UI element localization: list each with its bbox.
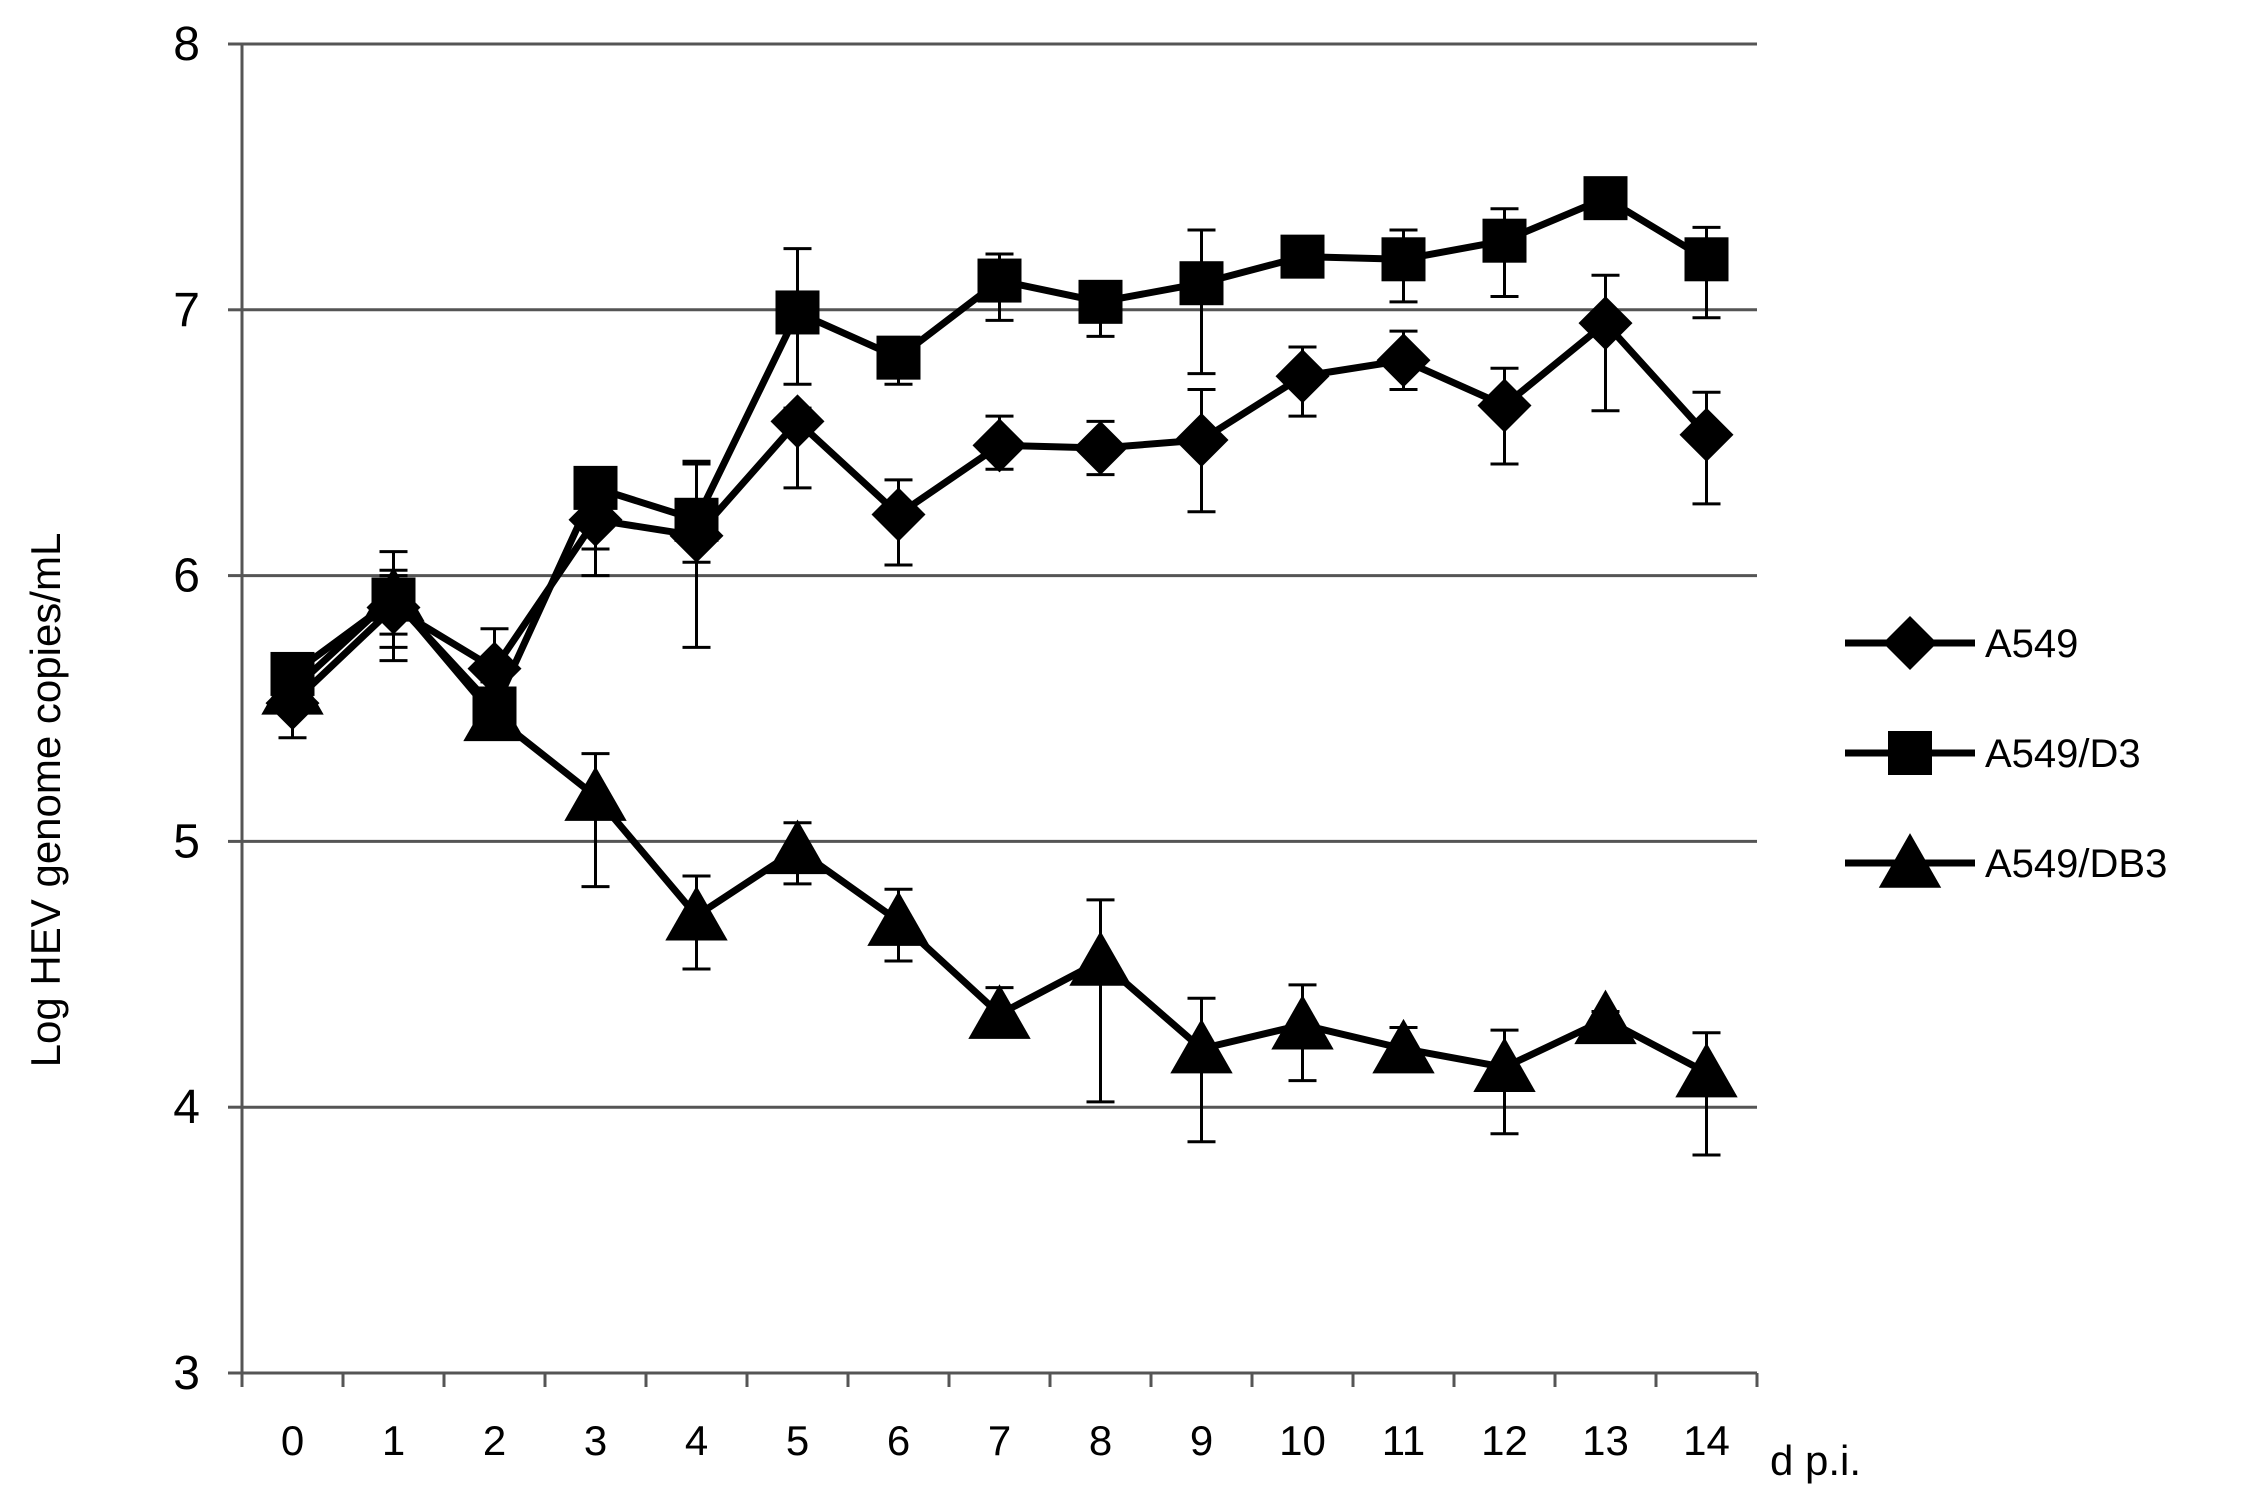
- x-tick-label-0: 0: [281, 1417, 304, 1464]
- point-a549-db3-8: [1069, 931, 1132, 986]
- point-a549-11: [1376, 333, 1431, 388]
- legend-label-a549: A549: [1985, 622, 2078, 666]
- point-a549-db3-7: [968, 984, 1031, 1039]
- y-tick-label-6: 6: [173, 550, 200, 603]
- x-tick-label-13: 13: [1582, 1417, 1629, 1464]
- point-a549-d3-6: [876, 335, 921, 380]
- point-a549-db3-1: [362, 566, 425, 622]
- x-tick-label-4: 4: [685, 1417, 708, 1464]
- y-tick-label-8: 8: [173, 18, 200, 71]
- legend-marker-a549-d3: [1888, 731, 1932, 775]
- point-a549-d3-7: [977, 258, 1022, 303]
- gridlines: [242, 42, 1757, 1109]
- point-a549-d3-14: [1684, 237, 1729, 282]
- point-a549-db3-2: [463, 686, 526, 742]
- series-lines: [290, 194, 1710, 1076]
- point-a549-8: [1073, 421, 1128, 476]
- point-a549-7: [972, 418, 1027, 473]
- point-a549-db3-12: [1473, 1037, 1536, 1093]
- legend-label-a549-d3: A549/D3: [1985, 732, 2141, 776]
- x-tick-label-7: 7: [988, 1417, 1011, 1464]
- point-a549-13: [1578, 296, 1633, 351]
- x-tick-label-11: 11: [1382, 1417, 1426, 1464]
- x-tick-label-12: 12: [1481, 1417, 1528, 1464]
- legend: A549 A549/D3 A549/DB3: [1845, 616, 2167, 888]
- x-tick-label-8: 8: [1089, 1417, 1112, 1464]
- point-a549-14: [1679, 407, 1734, 462]
- x-tick-label-3: 3: [584, 1417, 607, 1464]
- point-a549-db3-14: [1675, 1042, 1738, 1098]
- x-tick-label-1: 1: [382, 1417, 405, 1464]
- x-axis-title: d p.i.: [1770, 1437, 1861, 1484]
- point-a549-2: [467, 641, 522, 696]
- point-a549-db3-11: [1372, 1018, 1435, 1074]
- point-a549-db3-6: [867, 891, 930, 946]
- point-a549-db3-5: [766, 819, 829, 875]
- point-a549-db3-3: [564, 766, 627, 821]
- point-a549-d3-9: [1179, 261, 1224, 306]
- point-a549-db3-9: [1170, 1018, 1233, 1074]
- legend-marker-a549: [1883, 616, 1937, 670]
- x-tick-label-9: 9: [1190, 1417, 1213, 1464]
- point-a549-db3-10: [1271, 994, 1334, 1050]
- point-a549-d3-11: [1381, 237, 1426, 282]
- x-tick-label-2: 2: [483, 1417, 506, 1464]
- x-tick-label-14: 14: [1683, 1417, 1730, 1464]
- point-a549-db3-0: [261, 659, 324, 715]
- x-tick-label-6: 6: [887, 1417, 910, 1464]
- series-line-a549: [290, 319, 1710, 706]
- point-a549-d3-12: [1482, 218, 1527, 263]
- point-a549-d3-5: [775, 290, 820, 335]
- y-tick-label-4: 4: [173, 1081, 200, 1134]
- legend-marker-a549-db3: [1878, 833, 1942, 888]
- point-a549-d3-10: [1280, 234, 1325, 279]
- axes: [228, 42, 1759, 1387]
- point-a549-12: [1477, 378, 1532, 433]
- point-a549-9: [1174, 413, 1229, 468]
- point-a549-db3-13: [1574, 989, 1637, 1045]
- x-tick-label-10: 10: [1279, 1417, 1326, 1464]
- point-a549-5: [770, 394, 825, 449]
- point-a549-d3-8: [1078, 279, 1123, 324]
- point-a549-10: [1275, 349, 1330, 404]
- point-a549-d3-4: [674, 497, 719, 542]
- x-tick-label-5: 5: [786, 1417, 809, 1464]
- point-a549-d3-13: [1583, 176, 1628, 221]
- y-tick-label-7: 7: [173, 284, 200, 337]
- y-tick-label-3: 3: [173, 1347, 200, 1400]
- y-axis-title: Log HEV genome copies/mL: [22, 533, 69, 1068]
- point-a549-db3-4: [665, 885, 728, 941]
- point-a549-d3-3: [573, 465, 618, 510]
- legend-label-a549-db3: A549/DB3: [1985, 842, 2167, 886]
- y-tick-label-5: 5: [173, 815, 200, 868]
- series-markers: [261, 176, 1738, 1098]
- point-a549-6: [871, 487, 926, 542]
